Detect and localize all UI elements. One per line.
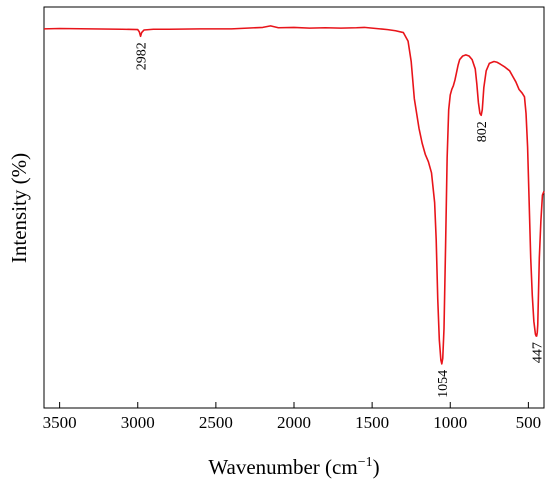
y-axis-title: Intensity (%) xyxy=(7,153,31,263)
peak-label-447: 447 xyxy=(531,342,546,363)
x-tick-label: 500 xyxy=(516,413,542,432)
x-tick-label: 2000 xyxy=(277,413,311,432)
plot-frame xyxy=(43,6,545,409)
x-tick-label: 3500 xyxy=(43,413,77,432)
x-axis-tick-labels: 3500 3000 2500 2000 1500 1000 500 xyxy=(43,413,542,432)
x-axis-ticks xyxy=(59,402,529,408)
x-tick-label: 1500 xyxy=(355,413,389,432)
peak-label-2982: 2982 xyxy=(135,42,150,70)
peak-label-802: 802 xyxy=(475,121,490,142)
x-axis-title: Wavenumber (cm−1) xyxy=(208,455,379,479)
x-tick-label: 2500 xyxy=(199,413,233,432)
x-tick-label: 3000 xyxy=(121,413,155,432)
peak-label-1054: 1054 xyxy=(436,370,451,398)
peak-annotations: 2982 802 1054 447 xyxy=(135,42,546,398)
spectrum-line xyxy=(43,25,545,365)
x-tick-label: 1000 xyxy=(433,413,467,432)
